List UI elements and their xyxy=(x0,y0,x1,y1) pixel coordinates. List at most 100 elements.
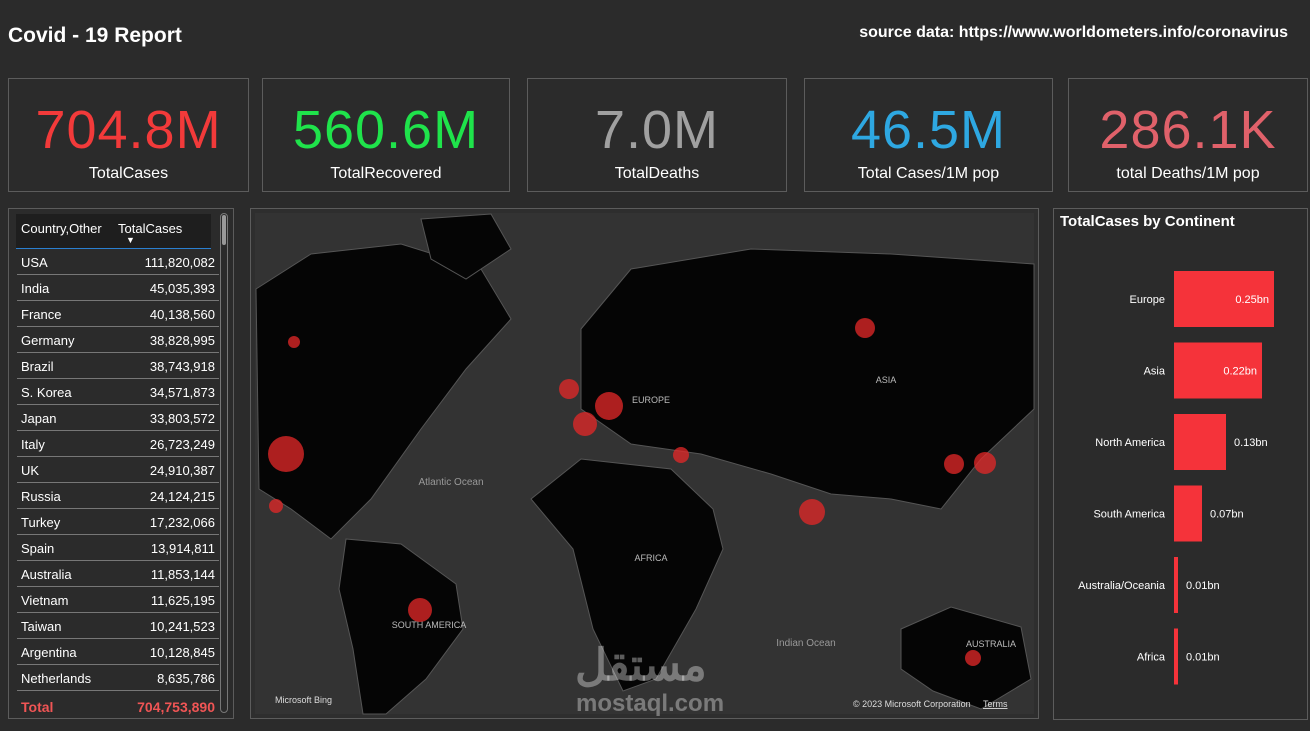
map-label: SOUTH AMERICA xyxy=(392,620,467,630)
map-label: EUROPE xyxy=(632,395,670,405)
table-row: Argentina 10,128,845 xyxy=(17,639,219,665)
bar xyxy=(1174,271,1274,327)
value-label: 0.13bn xyxy=(1234,437,1268,449)
bubble[interactable] xyxy=(408,598,432,622)
bubble[interactable] xyxy=(965,650,981,666)
bar-panel: TotalCases by Continent Europe 0.25bn Asia… xyxy=(1053,208,1308,720)
table-row: Spain 13,914,811 xyxy=(17,535,219,561)
bar xyxy=(1174,628,1178,685)
bubble[interactable] xyxy=(595,392,623,420)
bubble[interactable] xyxy=(269,499,283,513)
africa xyxy=(530,458,724,692)
bar xyxy=(1174,342,1262,399)
table-row: Germany 38,828,995 xyxy=(17,327,219,353)
north-america xyxy=(255,243,512,540)
total-cases: 45,035,393 xyxy=(149,281,215,296)
country: UK xyxy=(21,463,40,478)
attribution: Microsoft Bing xyxy=(275,695,332,705)
category-label: Australia/Oceania xyxy=(1078,580,1166,592)
country: Russia xyxy=(21,489,61,504)
value-label: 0.01bn xyxy=(1186,580,1220,592)
kpi-value: 286.1K xyxy=(1099,100,1277,160)
country: Taiwan xyxy=(21,619,62,634)
kpi-value: 560.6M xyxy=(292,100,480,160)
kpi-label: total Deaths/1M pop xyxy=(1116,165,1260,182)
table-row: USA 111,820,082 xyxy=(17,249,219,275)
category-label: North America xyxy=(1095,437,1166,449)
kpi-card: 560.6M TotalRecovered xyxy=(262,78,510,192)
bar xyxy=(1174,557,1178,613)
bubble[interactable] xyxy=(855,318,875,338)
total-cases: 24,124,215 xyxy=(149,489,215,504)
bubble[interactable] xyxy=(559,379,579,399)
country: Vietnam xyxy=(21,593,69,608)
country: France xyxy=(21,307,62,322)
sort-icon: ▼ xyxy=(126,235,135,245)
bubbles xyxy=(268,318,996,666)
total-cases: 111,820,082 xyxy=(144,255,215,270)
bar-chart: TotalCases by Continent Europe 0.25bn Asia… xyxy=(1060,213,1274,685)
total-cases: 8,635,786 xyxy=(157,671,215,686)
table-row: France 40,138,560 xyxy=(17,301,219,327)
country: Japan xyxy=(21,411,57,426)
table-row: S. Korea 34,571,873 xyxy=(17,379,219,405)
kpi-value: 7.0M xyxy=(594,100,720,160)
total-row: Total 704,753,890 xyxy=(17,693,219,718)
map-panel: Atlantic Ocean EUROPE ASIA AFRICA SOUTH AMER… xyxy=(250,208,1039,719)
kpi-label: TotalDeaths xyxy=(614,165,700,182)
value-label: 0.01bn xyxy=(1186,652,1220,664)
kpi-card: 7.0M TotalDeaths xyxy=(527,78,787,192)
total-cases: 38,828,995 xyxy=(149,333,215,348)
kpi-card: 46.5M Total Cases/1M pop xyxy=(804,78,1053,192)
total-cases: 26,723,249 xyxy=(149,437,215,452)
country: Germany xyxy=(21,333,75,348)
country: Argentina xyxy=(21,645,77,660)
value-label: 0.22bn xyxy=(1223,366,1257,378)
kpi-card: 286.1K total Deaths/1M pop xyxy=(1068,78,1308,192)
map-label: Indian Ocean xyxy=(776,638,836,649)
table-panel: Country,Other TotalCases ▼ USA 111,820,08… xyxy=(8,208,234,719)
total-cases: 10,128,845 xyxy=(149,645,215,660)
scrollbar[interactable] xyxy=(220,213,228,713)
kpi-value: 46.5M xyxy=(850,100,1007,160)
column-header[interactable]: TotalCases xyxy=(118,221,183,236)
title: Covid - 19 Report xyxy=(8,24,182,47)
bubble[interactable] xyxy=(268,436,304,472)
bubble[interactable] xyxy=(288,336,300,348)
category-label: Europe xyxy=(1130,294,1165,306)
table-row: Brazil 38,743,918 xyxy=(17,353,219,379)
bubble[interactable] xyxy=(944,454,964,474)
table-row: Netherlands 8,635,786 xyxy=(17,665,219,691)
greenland xyxy=(420,213,512,280)
total-cases: 11,625,195 xyxy=(150,593,215,608)
map-label: AFRICA xyxy=(634,553,667,563)
source: source data: https://www.worldometers.in… xyxy=(859,24,1288,41)
bubble[interactable] xyxy=(799,499,825,525)
table-row: Vietnam 11,625,195 xyxy=(17,587,219,613)
total-cases: 38,743,918 xyxy=(149,359,215,374)
map-label: ASIA xyxy=(876,375,897,385)
kpi-value: 704.8M xyxy=(35,100,222,160)
bubble[interactable] xyxy=(673,447,689,463)
value-label: 0.07bn xyxy=(1210,509,1244,521)
country: Turkey xyxy=(21,515,61,530)
scroll-thumb[interactable] xyxy=(222,215,226,245)
eurasia xyxy=(580,248,1035,510)
bubble[interactable] xyxy=(974,452,996,474)
bubble[interactable] xyxy=(573,412,597,436)
copyright: © 2023 Microsoft Corporation xyxy=(853,699,971,709)
country: Spain xyxy=(21,541,55,556)
table-row: UK 24,910,387 xyxy=(17,457,219,483)
table-row: Russia 24,124,215 xyxy=(17,483,219,509)
map-labels: Atlantic Ocean EUROPE ASIA AFRICA SOUTH AMER… xyxy=(392,375,1016,649)
table-row: Taiwan 10,241,523 xyxy=(17,613,219,639)
total-cases: 40,138,560 xyxy=(149,307,215,322)
country: USA xyxy=(21,255,48,270)
total-cases: 11,853,144 xyxy=(150,567,215,582)
table-row: Italy 26,723,249 xyxy=(17,431,219,457)
total-cases: 34,571,873 xyxy=(149,385,215,400)
terms-link[interactable]: Terms xyxy=(983,699,1008,709)
table-header: Country,Other TotalCases ▼ xyxy=(16,214,211,249)
watermark-logo: مستقل xyxy=(575,641,707,690)
